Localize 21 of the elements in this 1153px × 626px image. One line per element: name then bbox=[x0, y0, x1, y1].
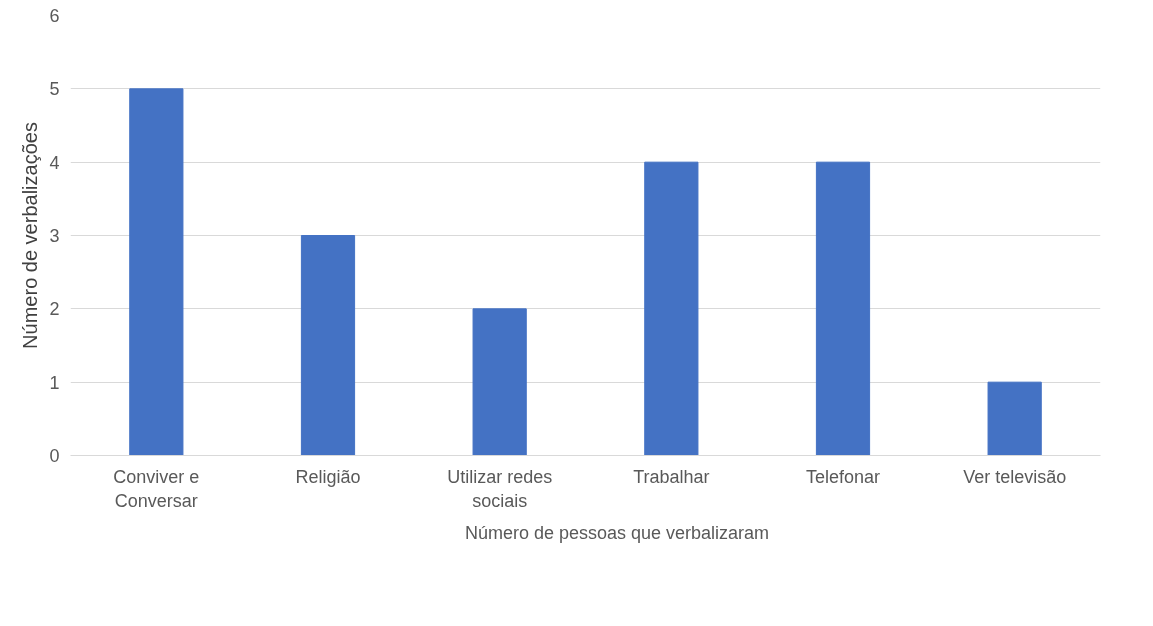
y-tick-label: 6 bbox=[49, 6, 60, 26]
bar bbox=[815, 161, 871, 456]
y-tick-label: 5 bbox=[49, 79, 60, 100]
y-tick-label: 4 bbox=[49, 152, 60, 173]
y-tick-label: 2 bbox=[49, 299, 60, 320]
bar bbox=[644, 161, 699, 456]
x-tick-label: Conviver e Conversar bbox=[113, 466, 200, 511]
y-tick-label: 0 bbox=[49, 446, 60, 466]
x-tick-label: Ver televisão bbox=[963, 466, 1067, 487]
x-tick-label: Religião bbox=[295, 466, 361, 487]
bar bbox=[129, 88, 184, 456]
y-axis-title: Número de verbalizações bbox=[19, 122, 42, 349]
y-tick-label: 3 bbox=[49, 226, 60, 246]
bar bbox=[300, 235, 356, 456]
bar bbox=[472, 308, 527, 456]
y-tick-label: 1 bbox=[49, 372, 60, 393]
text: Número de pessoas que verbalizaram bbox=[464, 522, 770, 544]
bar bbox=[987, 381, 1042, 456]
x-tick-label: Telefonar bbox=[805, 466, 881, 487]
x-tick-label: Utilizar redes sociais bbox=[447, 466, 553, 511]
x-tick-label: Trabalhar bbox=[633, 466, 710, 487]
